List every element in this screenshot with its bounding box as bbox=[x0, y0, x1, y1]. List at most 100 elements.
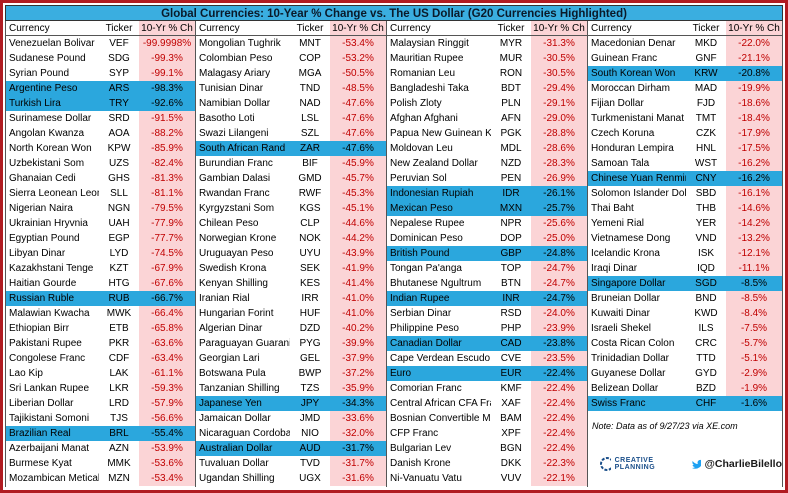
currency: Syrian Pound bbox=[9, 68, 70, 79]
header-cell: Currency bbox=[199, 23, 240, 34]
row: Azerbaijani Manat AZN -53.9% bbox=[6, 441, 195, 456]
change: -98.3% bbox=[151, 83, 183, 94]
column-group: Currency Ticker 10-Yr % Ch Macedonian Denar… bbox=[588, 21, 783, 487]
ticker: SBD bbox=[695, 188, 717, 199]
header-cell: Ticker bbox=[497, 23, 525, 34]
currency: Colombian Peso bbox=[199, 53, 273, 64]
change: -41.9% bbox=[330, 261, 386, 276]
row: Nepalese Rupee NPR -25.6% bbox=[387, 216, 587, 231]
currency: Sri Lankan Rupee bbox=[9, 383, 90, 394]
row: Sierra Leonean Leone SLL -81.1% bbox=[6, 186, 195, 201]
currency: Paraguayan Guarani bbox=[199, 338, 290, 349]
change: -47.6% bbox=[342, 143, 374, 154]
ticker: BDT bbox=[501, 83, 521, 94]
row: Moroccan Dirham MAD -19.9% bbox=[588, 81, 782, 96]
change: -39.9% bbox=[330, 336, 386, 351]
row: Kyrgyzstani Som KGS -45.1% bbox=[196, 201, 386, 216]
change: -22.0% bbox=[726, 36, 782, 51]
ticker: UGX bbox=[299, 473, 321, 484]
table: Currency Ticker 10-Yr % Ch Venezuelan Boliv… bbox=[5, 21, 783, 487]
row: Israeli Shekel ILS -7.5% bbox=[588, 321, 782, 336]
currency: Sierra Leonean Leone bbox=[9, 188, 99, 199]
change: -37.2% bbox=[330, 366, 386, 381]
ticker: JMD bbox=[299, 413, 321, 424]
row: Papua New Guinean Kina PGK -28.8% bbox=[387, 126, 587, 141]
ticker: AFN bbox=[501, 113, 521, 124]
ticker: CLP bbox=[300, 218, 320, 229]
header-cell: Ticker bbox=[692, 23, 720, 34]
change: -24.0% bbox=[531, 306, 587, 321]
ticker: TND bbox=[299, 83, 321, 94]
currency: Libyan Dinar bbox=[9, 248, 66, 259]
row: Mauritian Rupee MUR -30.5% bbox=[387, 51, 587, 66]
change: -77.7% bbox=[139, 231, 195, 246]
ticker: SYP bbox=[108, 68, 129, 79]
currency: Central African CFA Franc bbox=[390, 398, 491, 409]
currency: Tuvaluan Dollar bbox=[199, 458, 269, 469]
row: Romanian Leu RON -30.5% bbox=[387, 66, 587, 81]
row: Burundian Franc BIF -45.9% bbox=[196, 156, 386, 171]
currency: Bhutanese Ngultrum bbox=[390, 278, 482, 289]
ticker: GMD bbox=[298, 173, 322, 184]
ticker: MYR bbox=[499, 38, 523, 49]
row: Iraqi Dinar IQD -11.1% bbox=[588, 261, 782, 276]
row: Chilean Peso CLP -44.6% bbox=[196, 216, 386, 231]
change: -48.5% bbox=[330, 81, 386, 96]
currency: Congolese Franc bbox=[9, 353, 86, 364]
currency: Dominican Peso bbox=[390, 233, 463, 244]
ticker: CNY bbox=[695, 173, 717, 184]
currency: Fijian Dollar bbox=[591, 98, 644, 109]
row: Colombian Peso COP -53.2% bbox=[196, 51, 386, 66]
highlighted-row: Russian Ruble RUB -66.7% bbox=[6, 291, 195, 306]
ticker: RON bbox=[499, 68, 523, 79]
change: -50.5% bbox=[330, 66, 386, 81]
ticker: KMF bbox=[500, 383, 522, 394]
ticker: NGN bbox=[107, 203, 131, 214]
currency: Angolan Kwanza bbox=[9, 128, 85, 139]
change: -21.1% bbox=[726, 51, 782, 66]
ticker: KPW bbox=[107, 143, 131, 154]
header-row: Currency Ticker 10-Yr % Ch bbox=[387, 21, 587, 36]
highlighted-row: Australian Dollar AUD -31.7% bbox=[196, 441, 386, 456]
ticker: TZS bbox=[300, 383, 320, 394]
row: Sudanese Pound SDG -99.3% bbox=[6, 51, 195, 66]
change: -20.8% bbox=[738, 68, 770, 79]
change: -57.9% bbox=[139, 396, 195, 411]
currency: Iraqi Dinar bbox=[591, 263, 638, 274]
ticker: YER bbox=[695, 218, 717, 229]
row: Yemeni Rial YER -14.2% bbox=[588, 216, 782, 231]
change: -45.3% bbox=[330, 186, 386, 201]
ticker: NIO bbox=[301, 428, 319, 439]
row: Angolan Kwanza AOA -88.2% bbox=[6, 126, 195, 141]
currency: Nicaraguan Cordoba bbox=[199, 428, 290, 439]
ticker: LAK bbox=[109, 368, 129, 379]
currency: Cape Verdean Escudo bbox=[390, 353, 491, 364]
row: Tongan Pa'anga TOP -24.7% bbox=[387, 261, 587, 276]
change: -44.2% bbox=[330, 231, 386, 246]
ticker: KRW bbox=[694, 68, 718, 79]
row: Ugandan Shilling UGX -31.6% bbox=[196, 471, 386, 486]
row: North Korean Won KPW -85.9% bbox=[6, 141, 195, 156]
row: Mozambican Metical MZN -53.4% bbox=[6, 471, 195, 486]
row: Icelandic Krona ISK -12.1% bbox=[588, 246, 782, 261]
change: -56.6% bbox=[139, 411, 195, 426]
currency: Jamaican Dollar bbox=[199, 413, 271, 424]
change: -23.9% bbox=[531, 321, 587, 336]
ticker: BZD bbox=[696, 383, 716, 394]
row: Bosnian Convertible Mark BAM -22.4% bbox=[387, 411, 587, 426]
change: -25.0% bbox=[531, 231, 587, 246]
currency: Bruneian Dollar bbox=[591, 293, 660, 304]
change: -11.1% bbox=[726, 261, 782, 276]
currency: Kuwaiti Dinar bbox=[591, 308, 650, 319]
currency: Kenyan Shilling bbox=[199, 278, 268, 289]
currency: Malagasy Ariary bbox=[199, 68, 271, 79]
ticker: HTG bbox=[108, 278, 130, 289]
currency: Bulgarian Lev bbox=[390, 443, 452, 454]
currency: Mongolian Tughrik bbox=[199, 38, 281, 49]
ticker: TMT bbox=[695, 113, 717, 124]
highlighted-row: Canadian Dollar CAD -23.8% bbox=[387, 336, 587, 351]
change: -47.6% bbox=[330, 126, 386, 141]
row: Jamaican Dollar JMD -33.6% bbox=[196, 411, 386, 426]
currency: Uzbekistani Som bbox=[9, 158, 85, 169]
currency: Russian Ruble bbox=[9, 293, 75, 304]
